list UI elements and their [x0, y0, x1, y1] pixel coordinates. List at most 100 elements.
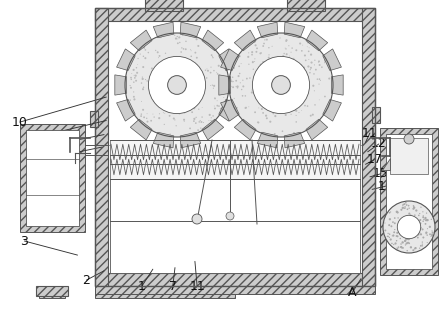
Point — [175, 105, 182, 110]
Point — [263, 37, 270, 42]
Point — [256, 69, 263, 74]
Point — [134, 62, 141, 67]
Point — [156, 93, 163, 98]
Point — [176, 112, 183, 117]
Point — [279, 56, 286, 61]
Point — [297, 41, 304, 46]
Point — [239, 93, 246, 98]
Point — [278, 70, 285, 75]
Bar — [95, 8, 375, 286]
Point — [381, 221, 389, 226]
Point — [420, 235, 427, 240]
Point — [252, 110, 259, 115]
Point — [301, 53, 308, 58]
Point — [268, 60, 275, 65]
Point — [178, 101, 185, 106]
Point — [391, 230, 398, 235]
Point — [382, 228, 389, 233]
Point — [405, 216, 412, 221]
Point — [395, 245, 402, 250]
Point — [396, 222, 403, 227]
Point — [146, 87, 153, 92]
Point — [211, 106, 218, 111]
Bar — [95, 8, 108, 286]
Point — [260, 75, 268, 80]
Point — [298, 48, 305, 53]
Polygon shape — [306, 30, 328, 51]
Point — [174, 34, 181, 39]
Point — [399, 216, 406, 221]
Point — [219, 87, 226, 92]
Point — [265, 55, 272, 60]
Point — [127, 98, 134, 103]
Circle shape — [226, 212, 234, 220]
Point — [396, 232, 404, 237]
Point — [174, 78, 181, 83]
Point — [205, 68, 212, 73]
Point — [264, 70, 272, 75]
Point — [132, 78, 140, 83]
Point — [386, 217, 393, 222]
Point — [311, 62, 318, 67]
Point — [283, 46, 290, 51]
Point — [215, 63, 222, 68]
Point — [416, 218, 423, 223]
Circle shape — [148, 56, 206, 114]
Point — [163, 96, 170, 101]
Point — [297, 76, 304, 81]
Point — [187, 104, 194, 109]
Point — [149, 111, 156, 116]
Point — [292, 103, 299, 108]
Text: 3: 3 — [20, 234, 28, 248]
Point — [245, 54, 252, 59]
Point — [140, 45, 148, 50]
Point — [128, 77, 135, 82]
Point — [311, 71, 318, 76]
Point — [130, 80, 137, 85]
Point — [151, 69, 158, 74]
Bar — [95, 288, 235, 298]
Point — [401, 204, 408, 209]
Point — [389, 220, 396, 225]
Point — [402, 200, 409, 205]
Point — [293, 120, 300, 125]
Polygon shape — [202, 30, 224, 51]
Point — [283, 38, 290, 44]
Point — [171, 117, 179, 122]
Point — [260, 60, 268, 65]
Point — [142, 47, 149, 52]
Bar — [39, 288, 65, 298]
Text: 16: 16 — [377, 180, 393, 193]
Point — [271, 131, 278, 136]
Point — [214, 98, 221, 103]
Point — [169, 94, 176, 99]
Point — [396, 225, 403, 230]
Point — [275, 93, 282, 98]
Point — [140, 115, 148, 120]
Point — [200, 120, 207, 125]
Point — [145, 80, 152, 85]
Text: 15: 15 — [373, 167, 389, 180]
Point — [419, 227, 426, 232]
Point — [290, 34, 297, 39]
Point — [172, 100, 179, 105]
Point — [209, 83, 216, 88]
Point — [405, 228, 412, 233]
Polygon shape — [257, 132, 278, 148]
Point — [155, 55, 162, 60]
Point — [188, 77, 195, 82]
Point — [299, 43, 306, 48]
Text: 11: 11 — [362, 126, 378, 140]
Point — [403, 241, 410, 246]
Point — [411, 205, 418, 210]
Point — [206, 112, 213, 117]
Text: A: A — [348, 286, 357, 299]
Point — [297, 91, 304, 96]
Polygon shape — [284, 22, 305, 38]
Point — [279, 129, 286, 134]
Point — [315, 59, 322, 64]
Point — [249, 59, 256, 64]
Point — [314, 77, 321, 82]
Point — [321, 58, 328, 63]
Point — [282, 112, 289, 117]
